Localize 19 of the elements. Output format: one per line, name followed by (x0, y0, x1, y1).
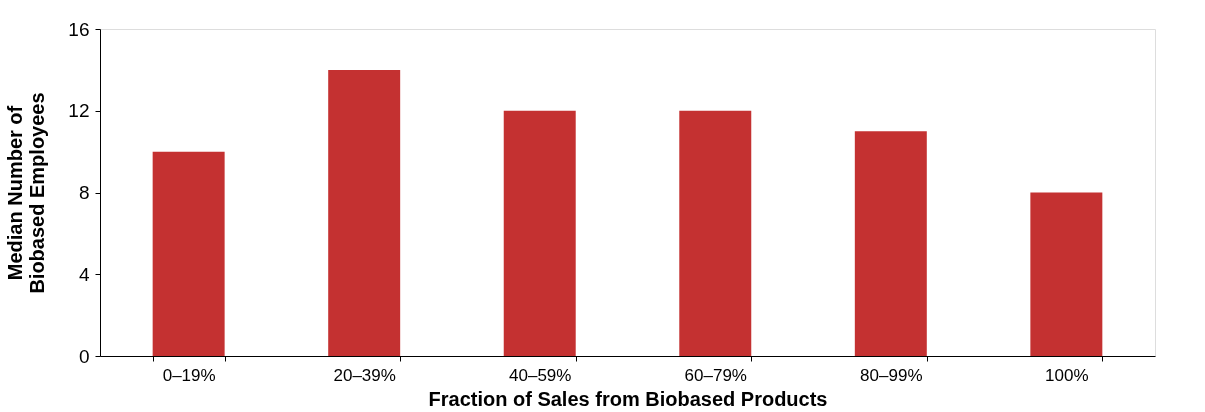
x-axis-title: Fraction of Sales from Biobased Products (428, 387, 828, 410)
y-tick-label: 8 (78, 182, 90, 203)
bar (679, 110, 752, 356)
x-tick-label: 0–19% (162, 365, 216, 385)
bar (503, 110, 576, 356)
y-tick-label: 4 (78, 263, 90, 285)
x-tick-label: 60–79% (684, 365, 747, 385)
x-tick-label: 40–59% (509, 365, 572, 385)
bar (152, 151, 225, 356)
y-tick-label: 16 (68, 18, 90, 40)
bar (854, 131, 927, 356)
x-tick-label: 20–39% (333, 365, 396, 385)
bar (328, 69, 401, 356)
y-axis-title: Median Number of Biobased Employees (4, 92, 49, 294)
x-tick-label: 80–99% (860, 365, 923, 385)
y-tick-label: 0 (78, 345, 90, 367)
y-tick-label: 12 (68, 100, 90, 122)
bar (1030, 192, 1103, 356)
x-tick-label: 100% (1045, 365, 1089, 385)
